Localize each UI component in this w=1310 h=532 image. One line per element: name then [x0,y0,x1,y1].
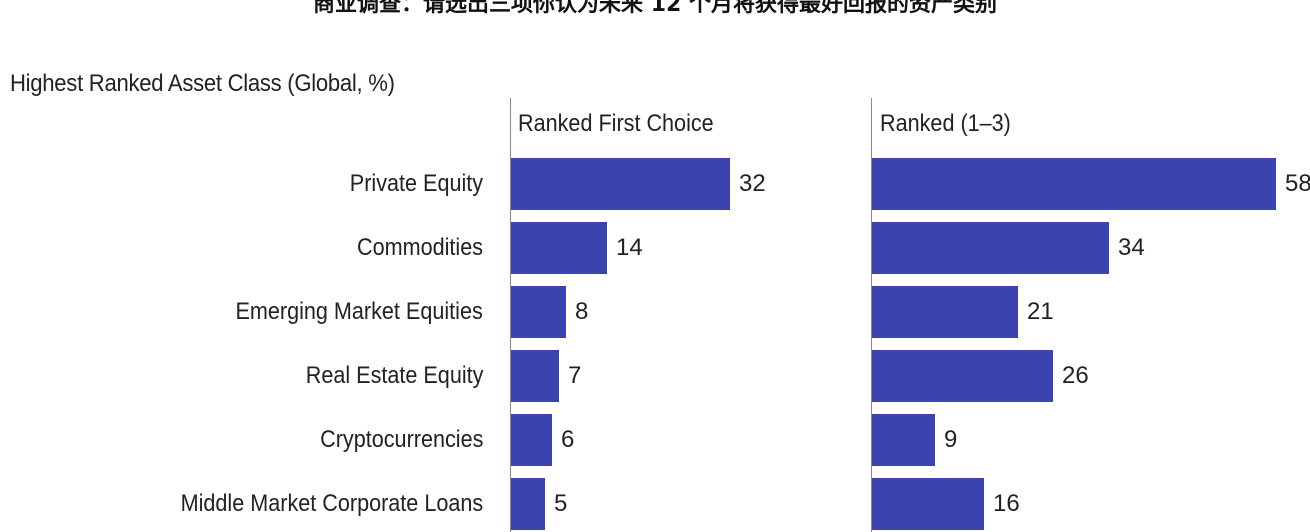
bar-first-choice-real-estate-equity [511,350,559,402]
category-label-private-equity: Private Equity [349,170,483,197]
value-label-first-choice-private-equity: 32 [739,170,766,197]
value-label-first-choice-commodities: 14 [616,234,643,261]
value-label-ranked-1-3-real-estate-equity: 26 [1062,362,1089,389]
value-label-ranked-1-3-private-equity: 58 [1285,170,1310,197]
chart-title: Highest Ranked Asset Class (Global, %) [10,70,395,97]
bar-ranked-1-3-emerging-market-equities [872,286,1018,338]
category-label-commodities: Commodities [356,234,483,261]
category-label-cryptocurrencies: Cryptocurrencies [319,426,483,453]
panel-title-ranked-1-3: Ranked (1–3) [880,110,1011,137]
bar-ranked-1-3-commodities [872,222,1109,274]
axis-line-ranked-1-3 [871,98,872,532]
category-label-emerging-market-equities: Emerging Market Equities [235,298,483,325]
axis-line-first-choice [510,98,511,532]
value-label-first-choice-cryptocurrencies: 6 [561,426,575,453]
bar-first-choice-cryptocurrencies [511,414,552,466]
value-label-ranked-1-3-commodities: 34 [1118,234,1145,261]
value-label-ranked-1-3-emerging-market-equities: 21 [1027,298,1054,325]
bar-first-choice-commodities [511,222,607,274]
category-label-middle-market-corporate-loans: Middle Market Corporate Loans [180,490,483,517]
value-label-first-choice-middle-market-corporate-loans: 5 [554,490,568,517]
bar-first-choice-emerging-market-equities [511,286,566,338]
bar-first-choice-private-equity [511,158,730,210]
bar-ranked-1-3-cryptocurrencies [872,414,935,466]
bar-ranked-1-3-private-equity [872,158,1276,210]
panel-title-first-choice: Ranked First Choice [518,110,714,137]
page-top-title: 商业调查：请选出三项你认为未来 12 个月将获得最好回报的资产类别 [313,0,997,17]
value-label-ranked-1-3-middle-market-corporate-loans: 16 [993,490,1020,517]
value-label-first-choice-real-estate-equity: 7 [568,362,582,389]
value-label-ranked-1-3-cryptocurrencies: 9 [944,426,958,453]
bar-ranked-1-3-real-estate-equity [872,350,1053,402]
bar-ranked-1-3-middle-market-corporate-loans [872,478,984,530]
bar-first-choice-middle-market-corporate-loans [511,478,545,530]
value-label-first-choice-emerging-market-equities: 8 [575,298,589,325]
category-label-real-estate-equity: Real Estate Equity [305,362,483,389]
